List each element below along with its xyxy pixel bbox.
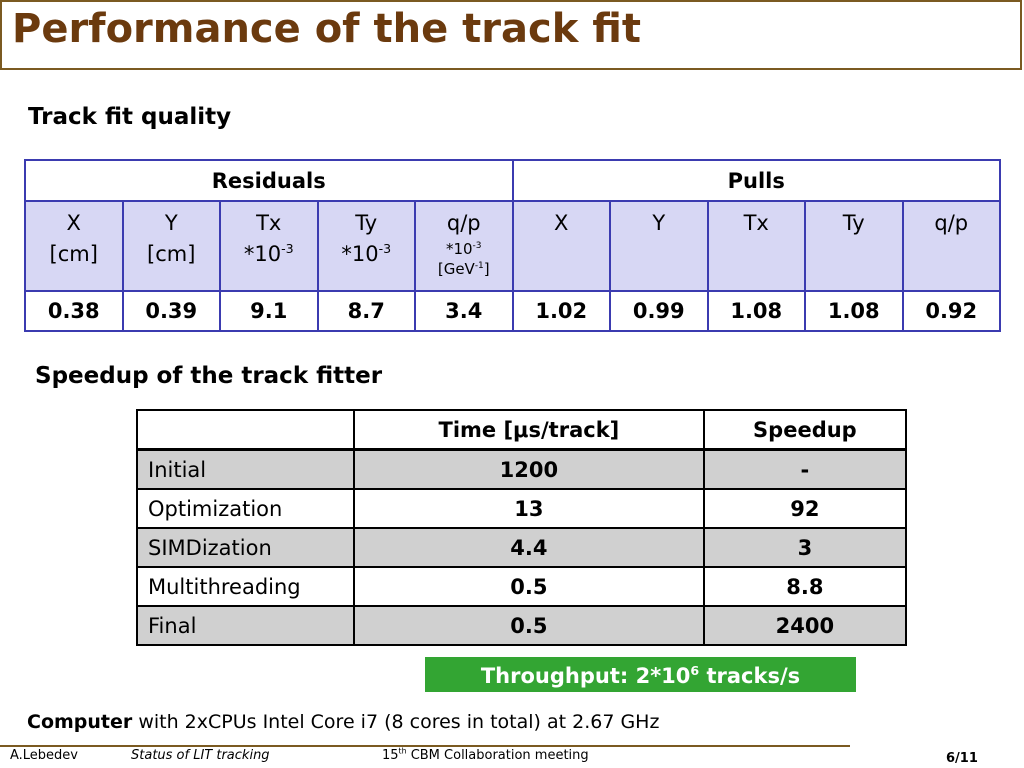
column-name: q/p [934, 211, 969, 235]
throughput-rest: tracks/s [699, 664, 801, 688]
page-number: 6/11 [946, 751, 978, 766]
column-header: Tx [706, 200, 806, 292]
column-header: Tx *10-3 [219, 200, 319, 292]
time-cell: 4.4 [353, 527, 705, 568]
value-cell: 0.92 [901, 290, 1001, 332]
title-box [0, 0, 1022, 70]
column-name: q/p [446, 211, 481, 235]
row-label: Optimization [136, 488, 355, 529]
throughput-exp: 6 [690, 663, 700, 678]
computer-text: with 2xCPUs Intel Core i7 (8 cores in to… [138, 711, 660, 733]
group-header: Pulls [511, 159, 1001, 202]
speedup-cell: 3 [702, 527, 908, 568]
speedup-cell: 92 [702, 488, 908, 529]
scale-base: *10 [445, 240, 473, 258]
row-label: Multithreading [136, 566, 355, 607]
column-header: q/p *10-3 [GeV-1] [414, 200, 514, 292]
column-scale: *10-3 [319, 239, 415, 270]
column-header: Ty *10-3 [316, 200, 416, 292]
column-header: X [511, 200, 611, 292]
column-scale: *10-3 [416, 239, 512, 259]
unit-end: ] [483, 260, 490, 278]
scale-exp: -3 [472, 241, 482, 251]
scale-base: *10 [243, 242, 282, 266]
value-cell: 1.08 [804, 290, 904, 332]
time-cell: 0.5 [353, 566, 705, 607]
section-heading: Speedup of the track fitter [35, 363, 383, 389]
speedup-cell: - [702, 448, 908, 490]
scale-base: *10 [341, 242, 379, 266]
column-name: Ty [355, 211, 378, 235]
unit-base: [GeV [437, 260, 475, 278]
computer-note: Computer with 2xCPUs Intel Core i7 (8 co… [27, 711, 659, 733]
value-cell: 1.02 [511, 290, 611, 332]
group-header: Residuals [24, 159, 514, 202]
column-scale: *10-3 [221, 239, 317, 270]
speedup-cell: 8.8 [702, 566, 908, 607]
column-name: Tx [256, 211, 282, 235]
value-cell: 8.7 [316, 290, 416, 332]
section-heading: Track fit quality [28, 104, 232, 130]
column-name: Ty [842, 211, 865, 235]
row-label: Final [136, 605, 355, 646]
column-header: Speedup [702, 409, 908, 451]
value-cell: 0.99 [609, 290, 709, 332]
column-header: Ty [804, 200, 904, 292]
column-unit: [GeV-1] [416, 259, 512, 279]
throughput-text: Throughput: 2*10 [480, 664, 691, 688]
column-header: q/p [901, 200, 1001, 292]
value-cell: 0.38 [24, 290, 124, 332]
column-name: X [554, 211, 569, 235]
value-cell: 1.08 [706, 290, 806, 332]
column-unit: [cm] [147, 242, 196, 266]
speedup-table: Time [μs/track] Speedup Initial 1200- Optimi… [136, 409, 908, 646]
column-name: X [66, 211, 81, 235]
meeting-name: CBM Collaboration meeting [410, 748, 589, 763]
time-cell: 0.5 [353, 605, 705, 646]
column-name: Y [164, 211, 178, 235]
column-header: X [cm] [24, 200, 124, 292]
time-cell: 13 [353, 488, 705, 529]
column-header: Y [609, 200, 709, 292]
unit-exp: -1 [474, 261, 484, 271]
data-row: Optimization 13 92 [136, 488, 908, 529]
value-cell: 9.1 [219, 290, 319, 332]
column-header: Time [μs/track] [353, 409, 705, 451]
row-label: SIMDization [136, 527, 355, 568]
footer-line [0, 745, 850, 747]
column-name: Tx [743, 211, 769, 235]
meeting-number: 15 [382, 748, 399, 763]
row-label: Initial [136, 448, 355, 490]
column-header: Y [cm] [121, 200, 221, 292]
scale-exp: -3 [281, 241, 294, 256]
meeting-suffix: th [398, 746, 407, 756]
data-row: SIMDization 4.4 3 [136, 527, 908, 568]
value-row: 0.38 0.39 9.1 8.7 3.4 1.02 0.99 1.08 1.08 0.92 [24, 290, 1001, 332]
column-name: Y [652, 211, 666, 235]
data-row: Multithreading 0.5 8.8 [136, 566, 908, 607]
throughput-banner: Throughput: 2*106 tracks/s [425, 657, 856, 692]
group-row: Residuals Pulls [24, 159, 1001, 202]
footer-talk: Status of LIT tracking [131, 748, 270, 763]
value-cell: 0.39 [121, 290, 221, 332]
column-unit: [cm] [49, 242, 98, 266]
computer-label: Computer [27, 711, 133, 733]
empty-cell [136, 409, 355, 451]
header-row: Time [μs/track] Speedup [136, 409, 908, 451]
slide-title: Performance of the track fit [12, 6, 642, 52]
header-row: X [cm] Y [cm] Tx *10-3 Ty *10-3 q/p *10-3 [GeV-1] X… [24, 200, 1001, 292]
footer-author: A.Lebedev [10, 748, 79, 763]
data-row: Final 0.5 2400 [136, 605, 908, 646]
speedup-cell: 2400 [702, 605, 908, 646]
footer-meeting: 15th CBM Collaboration meeting [382, 746, 589, 763]
scale-exp: -3 [378, 241, 392, 256]
fit-quality-table: Residuals Pulls X [cm] Y [cm] Tx *10-3 Ty *10-3 q/… [24, 159, 1001, 332]
time-cell: 1200 [353, 448, 705, 490]
data-row: Initial 1200- [136, 448, 908, 490]
value-cell: 3.4 [414, 290, 514, 332]
